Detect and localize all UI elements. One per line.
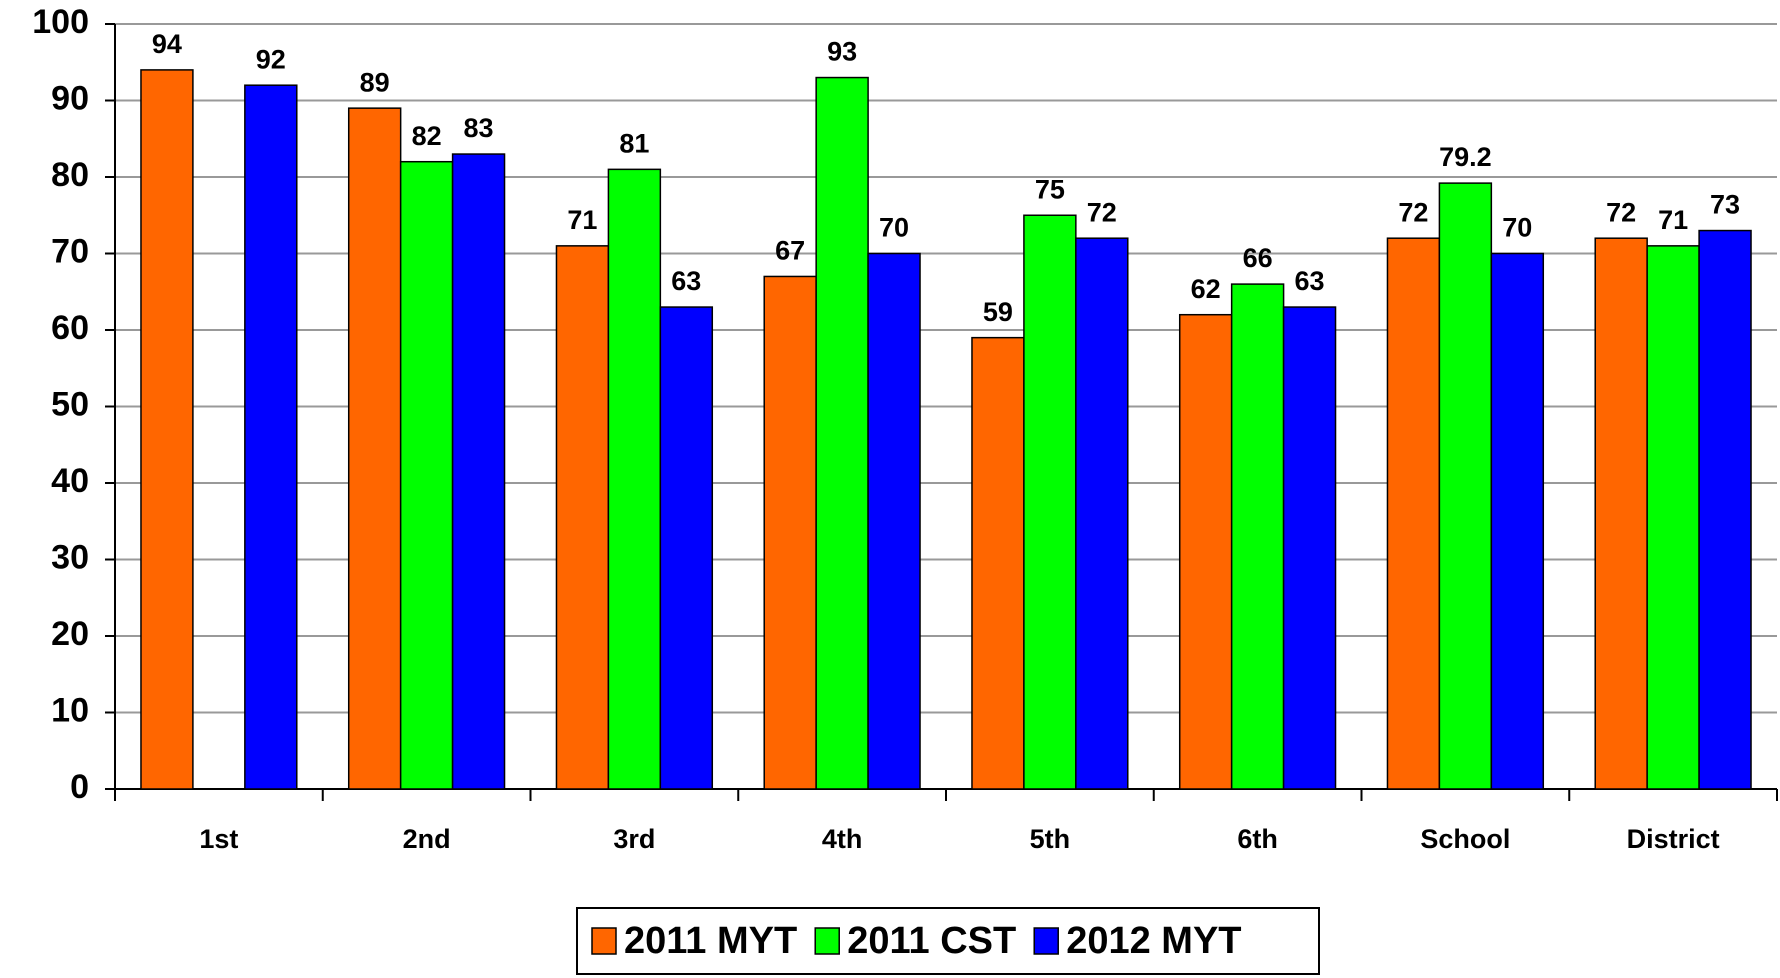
x-tick-label: 3rd [613,824,655,854]
legend-swatch [814,927,840,955]
bar [1230,283,1285,790]
bar [815,76,869,790]
legend-label: 2011 MYT [624,920,797,962]
bar [1075,237,1129,790]
x-tick-label: 2nd [403,824,451,854]
bar [971,336,1025,790]
bar [659,306,714,790]
legend-label: 2011 CST [847,920,1016,962]
x-tick-label: District [1627,824,1720,854]
bar [555,245,610,790]
value-label: 79.2 [1439,142,1492,172]
bar [1386,237,1441,790]
legend-label: 2012 MYT [1066,920,1241,962]
y-tick-label: 10 [51,691,89,729]
value-label: 62 [1191,274,1221,304]
value-label: 94 [152,29,182,59]
bar [1646,245,1700,790]
value-label: 71 [1658,205,1688,235]
bar [1282,306,1337,790]
value-label: 71 [567,205,597,235]
value-label: 72 [1398,197,1428,227]
x-tick-label: 6th [1237,824,1278,854]
bar [244,84,298,790]
x-tick-label: 1st [199,824,238,854]
value-label: 72 [1087,197,1117,227]
value-label: 73 [1710,190,1740,220]
legend-swatch [1033,927,1059,955]
bar [1178,313,1233,790]
value-label: 93 [827,37,857,67]
value-label: 81 [619,128,649,158]
y-tick-label: 80 [51,156,89,194]
legend-swatch [591,927,617,955]
bar [607,168,662,790]
value-label: 72 [1606,197,1636,227]
y-tick-label: 40 [51,462,89,500]
value-label: 92 [256,44,286,74]
bar [1023,214,1077,790]
y-tick-label: 30 [51,538,89,576]
y-tick-label: 90 [51,79,89,117]
bar [763,275,817,790]
bar [399,160,454,790]
bar [1438,182,1493,790]
x-tick-label: School [1420,824,1510,854]
y-tick-label: 0 [70,768,89,806]
bar [451,153,506,790]
value-label: 70 [1502,213,1532,243]
bar [140,69,194,790]
value-label: 70 [879,213,909,243]
x-tick-label: 4th [822,824,863,854]
value-label: 59 [983,297,1013,327]
bar [1490,252,1545,790]
value-label: 63 [671,266,701,296]
bar [867,252,921,790]
value-label: 82 [412,121,442,151]
y-tick-label: 20 [51,615,89,653]
value-label: 89 [360,67,390,97]
bar [1698,229,1752,790]
y-tick-label: 60 [51,309,89,347]
bar [1594,237,1648,790]
y-tick-label: 70 [51,232,89,270]
value-label: 66 [1243,243,1273,273]
value-label: 75 [1035,174,1065,204]
value-label: 83 [464,113,494,143]
value-label: 67 [775,236,805,266]
bar [347,107,402,790]
value-label: 63 [1295,266,1325,296]
y-tick-label: 50 [51,385,89,423]
y-tick-label: 100 [32,3,89,41]
legend-box [576,907,1320,975]
x-tick-label: 5th [1030,824,1071,854]
